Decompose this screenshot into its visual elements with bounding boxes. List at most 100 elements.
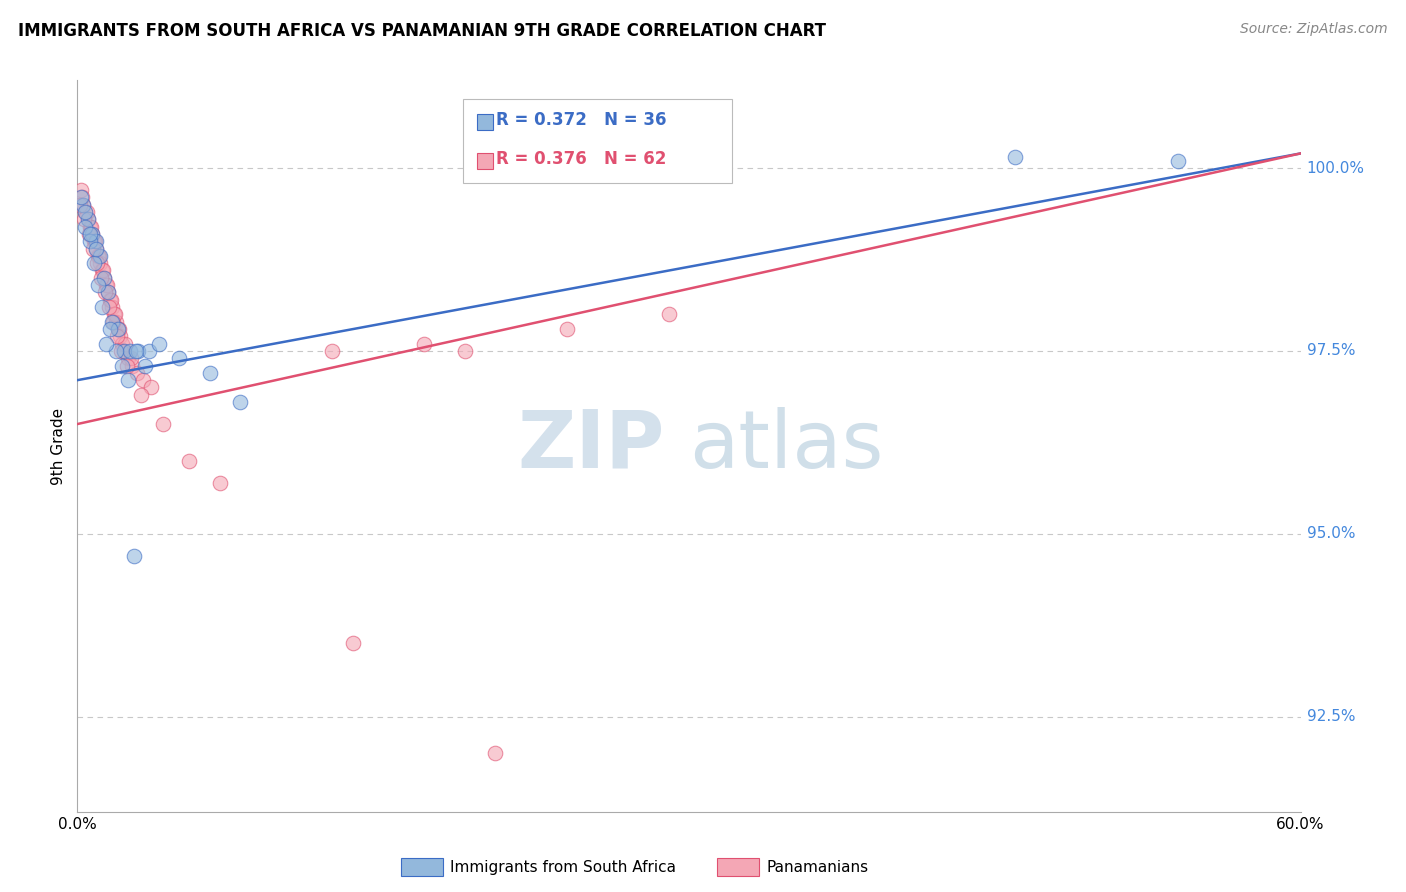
Point: [69, 197, 91, 211]
Point: [138, 343, 160, 358]
Point: [484, 746, 506, 760]
Point: [77, 227, 100, 241]
Point: [342, 636, 364, 650]
Text: R = 0.376   N = 62: R = 0.376 N = 62: [496, 150, 666, 168]
Bar: [477, 153, 494, 169]
Point: [105, 329, 128, 343]
Point: [83, 234, 105, 248]
Point: [70, 183, 93, 197]
Point: [1004, 150, 1026, 164]
Point: [80, 227, 103, 241]
Point: [125, 343, 148, 358]
Point: [658, 307, 681, 321]
Point: [114, 336, 136, 351]
Point: [94, 285, 117, 300]
Point: [121, 359, 143, 373]
Point: [79, 219, 101, 234]
Point: [83, 234, 105, 248]
Point: [127, 366, 149, 380]
Point: [76, 212, 98, 227]
Point: [84, 242, 107, 256]
Point: [134, 359, 156, 373]
Point: [79, 227, 101, 241]
Point: [229, 395, 252, 409]
Point: [72, 197, 94, 211]
Text: 95.0%: 95.0%: [1306, 526, 1355, 541]
Point: [148, 336, 170, 351]
Point: [101, 300, 124, 314]
Point: [120, 343, 142, 358]
Point: [152, 417, 174, 431]
Point: [93, 270, 115, 285]
Point: [100, 293, 122, 307]
Point: [76, 212, 98, 227]
Point: [93, 270, 115, 285]
Point: [72, 197, 94, 211]
Point: [120, 351, 142, 366]
Point: [80, 227, 103, 241]
Point: [108, 322, 131, 336]
Point: [111, 359, 134, 373]
Point: [90, 270, 112, 285]
Point: [105, 343, 128, 358]
Point: [107, 322, 129, 336]
Point: [98, 293, 121, 307]
Text: 97.5%: 97.5%: [1306, 343, 1355, 359]
Text: atlas: atlas: [689, 407, 883, 485]
Point: [96, 278, 118, 293]
Point: [117, 373, 139, 387]
Point: [111, 336, 134, 351]
Point: [72, 190, 94, 204]
Text: Panamanians: Panamanians: [766, 860, 869, 874]
Point: [127, 343, 149, 358]
Point: [110, 343, 132, 358]
Point: [94, 336, 117, 351]
Point: [87, 278, 110, 293]
Point: [208, 475, 231, 490]
Point: [101, 315, 124, 329]
Point: [129, 388, 152, 402]
Point: [75, 205, 97, 219]
Point: [198, 366, 221, 380]
FancyBboxPatch shape: [463, 99, 731, 183]
Point: [413, 336, 436, 351]
Text: ZIP: ZIP: [517, 407, 665, 485]
Point: [108, 329, 131, 343]
Bar: [477, 114, 494, 130]
Point: [97, 285, 120, 300]
Text: IMMIGRANTS FROM SOUTH AFRICA VS PANAMANIAN 9TH GRADE CORRELATION CHART: IMMIGRANTS FROM SOUTH AFRICA VS PANAMANI…: [18, 22, 827, 40]
Point: [76, 205, 98, 219]
Point: [83, 256, 105, 270]
Point: [104, 307, 127, 321]
Point: [112, 343, 135, 358]
Text: R = 0.372   N = 36: R = 0.372 N = 36: [496, 112, 666, 129]
Point: [86, 256, 108, 270]
Point: [321, 343, 343, 358]
Point: [90, 263, 112, 277]
Point: [105, 315, 128, 329]
Point: [90, 300, 112, 314]
Point: [107, 322, 129, 336]
Point: [555, 322, 578, 336]
Point: [89, 256, 111, 270]
Point: [169, 351, 191, 366]
Point: [87, 249, 110, 263]
Point: [98, 322, 121, 336]
Point: [101, 315, 124, 329]
Text: Immigrants from South Africa: Immigrants from South Africa: [450, 860, 676, 874]
Point: [84, 234, 107, 248]
Point: [131, 373, 153, 387]
Point: [1167, 153, 1189, 168]
Point: [82, 242, 104, 256]
Point: [112, 343, 135, 358]
Text: Source: ZipAtlas.com: Source: ZipAtlas.com: [1240, 22, 1388, 37]
Point: [94, 278, 117, 293]
Point: [97, 285, 120, 300]
Point: [79, 234, 101, 248]
Point: [103, 307, 125, 321]
Point: [117, 359, 139, 373]
Text: 92.5%: 92.5%: [1306, 709, 1355, 724]
Point: [87, 249, 110, 263]
Point: [179, 453, 201, 467]
Text: 100.0%: 100.0%: [1306, 161, 1365, 176]
